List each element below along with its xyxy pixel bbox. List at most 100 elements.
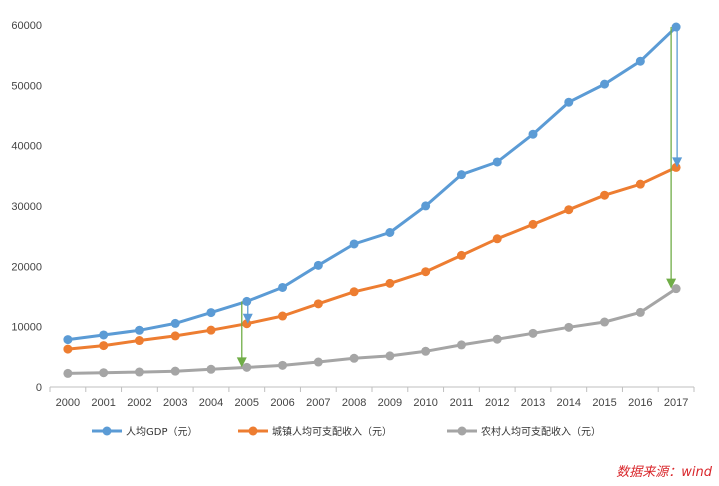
data-point bbox=[134, 367, 144, 377]
x-tick-label: 2016 bbox=[628, 397, 652, 409]
data-point bbox=[242, 296, 252, 306]
data-point bbox=[385, 227, 395, 237]
data-point bbox=[528, 219, 538, 229]
x-tick-label: 2004 bbox=[199, 397, 223, 409]
y-tick-label: 20000 bbox=[11, 261, 42, 273]
annotation-arrow bbox=[242, 301, 253, 324]
x-tick-label: 2000 bbox=[56, 397, 80, 409]
data-point bbox=[421, 346, 431, 356]
x-tick-label: 2005 bbox=[235, 397, 259, 409]
data-point bbox=[170, 318, 180, 328]
data-point bbox=[278, 282, 288, 292]
annotation-arrow bbox=[672, 27, 683, 168]
annotation-arrow bbox=[236, 301, 247, 368]
data-point bbox=[456, 170, 466, 180]
series-2 bbox=[63, 284, 681, 378]
x-tick-label: 2003 bbox=[163, 397, 187, 409]
data-point bbox=[456, 340, 466, 350]
data-point bbox=[242, 319, 252, 329]
y-tick-label: 40000 bbox=[11, 141, 42, 153]
data-point bbox=[349, 353, 359, 363]
data-point bbox=[492, 334, 502, 344]
data-point bbox=[313, 260, 323, 270]
legend-item-0: 人均GDP（元） bbox=[92, 426, 197, 438]
data-point bbox=[600, 190, 610, 200]
data-point bbox=[313, 357, 323, 367]
arrow-head bbox=[236, 357, 247, 368]
x-tick-label: 2002 bbox=[127, 397, 151, 409]
arrow-head bbox=[666, 278, 677, 289]
data-point bbox=[492, 157, 502, 167]
legend-item-1: 城镇人均可支配收入（元） bbox=[238, 425, 392, 438]
data-point bbox=[671, 284, 681, 294]
arrow-head bbox=[242, 313, 253, 324]
x-tick-label: 2008 bbox=[342, 397, 366, 409]
x-tick-label: 2012 bbox=[485, 397, 509, 409]
x-tick-label: 2009 bbox=[378, 397, 402, 409]
data-point bbox=[99, 341, 109, 351]
y-tick-label: 30000 bbox=[11, 201, 42, 213]
x-tick-label: 2011 bbox=[450, 397, 474, 409]
data-point bbox=[99, 330, 109, 340]
x-axis: 2000 2001 2002 2003 2004 2005 2006 2007 2008 2009… bbox=[49, 386, 695, 409]
x-tick-label: 2006 bbox=[270, 397, 294, 409]
legend-label: 城镇人均可支配收入（元） bbox=[272, 425, 392, 438]
data-point bbox=[170, 331, 180, 341]
data-point bbox=[671, 162, 681, 172]
data-point bbox=[564, 205, 574, 215]
y-tick-label: 50000 bbox=[11, 80, 42, 92]
data-point bbox=[134, 325, 144, 335]
data-point bbox=[349, 239, 359, 249]
data-point bbox=[635, 56, 645, 66]
series-1 bbox=[63, 162, 681, 354]
data-point bbox=[206, 308, 216, 318]
legend-item-2: 农村人均可支配收入（元） bbox=[447, 425, 601, 438]
x-tick-label: 2014 bbox=[557, 397, 581, 409]
data-point bbox=[134, 336, 144, 346]
y-tick-label: 60000 bbox=[11, 20, 42, 32]
legend-marker bbox=[248, 426, 258, 436]
data-point bbox=[635, 179, 645, 189]
x-tick-label: 2017 bbox=[664, 397, 688, 409]
data-point bbox=[421, 267, 431, 277]
data-point bbox=[63, 344, 73, 354]
series-line bbox=[66, 25, 678, 342]
data-point bbox=[63, 368, 73, 378]
data-point bbox=[671, 22, 681, 32]
x-tick-label: 2013 bbox=[521, 397, 545, 409]
data-point bbox=[349, 287, 359, 297]
data-point bbox=[170, 366, 180, 376]
data-point bbox=[206, 364, 216, 374]
data-point bbox=[564, 322, 574, 332]
data-point bbox=[385, 278, 395, 288]
annotation-layer bbox=[236, 27, 683, 368]
legend-marker bbox=[457, 426, 467, 436]
x-tick-label: 2015 bbox=[592, 397, 616, 409]
data-point bbox=[635, 307, 645, 317]
legend: 人均GDP（元） 城镇人均可支配收入（元） 农村人均可支配收入（元） bbox=[92, 425, 601, 438]
x-tick-label: 2001 bbox=[91, 397, 115, 409]
series-layer bbox=[63, 22, 681, 378]
data-point bbox=[492, 234, 502, 244]
data-point bbox=[278, 311, 288, 321]
data-point bbox=[528, 328, 538, 338]
data-point bbox=[206, 325, 216, 335]
arrow-head bbox=[672, 157, 683, 168]
data-point bbox=[600, 317, 610, 327]
y-tick-label: 10000 bbox=[11, 322, 42, 334]
legend-label: 人均GDP（元） bbox=[126, 426, 197, 438]
legend-marker bbox=[102, 426, 112, 436]
series-line bbox=[66, 165, 678, 351]
legend-label: 农村人均可支配收入（元） bbox=[481, 425, 601, 438]
data-point bbox=[313, 299, 323, 309]
y-axis: 0 10000 20000 30000 40000 50000 60000 bbox=[11, 20, 42, 394]
data-point bbox=[528, 129, 538, 139]
source-note: 数据来源：wind bbox=[616, 465, 712, 480]
data-point bbox=[63, 335, 73, 345]
data-point bbox=[242, 362, 252, 372]
annotation-arrow bbox=[666, 27, 677, 289]
x-tick-label: 2007 bbox=[306, 397, 330, 409]
series-line bbox=[66, 287, 678, 375]
data-point bbox=[385, 351, 395, 361]
